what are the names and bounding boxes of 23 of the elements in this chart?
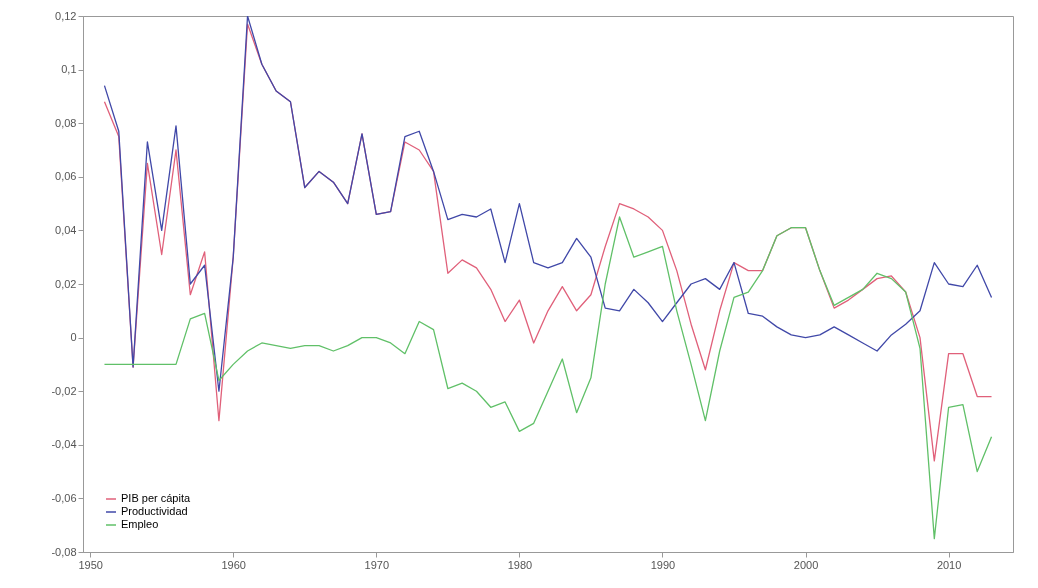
y-tick-label: 0,04 — [55, 223, 77, 236]
x-tick-label: 1980 — [507, 558, 533, 571]
x-tick-label: 1990 — [650, 558, 676, 571]
y-tick-label: -0,08 — [51, 545, 77, 558]
x-tick-label: 2010 — [936, 558, 962, 571]
y-tick-label: 0,12 — [55, 9, 77, 22]
y-tick-label: 0,06 — [55, 170, 77, 183]
line-series — [103, 216, 993, 540]
y-tick-label: -0,04 — [51, 438, 77, 451]
x-tick-label: 1960 — [221, 558, 246, 571]
legend-label: PIB per cápita — [121, 492, 191, 504]
y-tick-label: 0 — [70, 331, 77, 344]
y-tick-label: -0,06 — [51, 491, 77, 504]
legend-label: Empleo — [121, 518, 159, 530]
line-series — [103, 16, 993, 392]
legend-label: Productividad — [121, 505, 188, 517]
y-tick-label: 0,08 — [55, 116, 77, 129]
x-tick-label: 1970 — [364, 558, 390, 571]
x-tick-label: 1950 — [78, 558, 103, 571]
y-tick-label: -0,02 — [51, 384, 77, 397]
y-tick-label: 0,02 — [55, 277, 77, 290]
y-tick-label: 0,1 — [61, 63, 77, 76]
x-tick-label: 2000 — [793, 558, 819, 571]
